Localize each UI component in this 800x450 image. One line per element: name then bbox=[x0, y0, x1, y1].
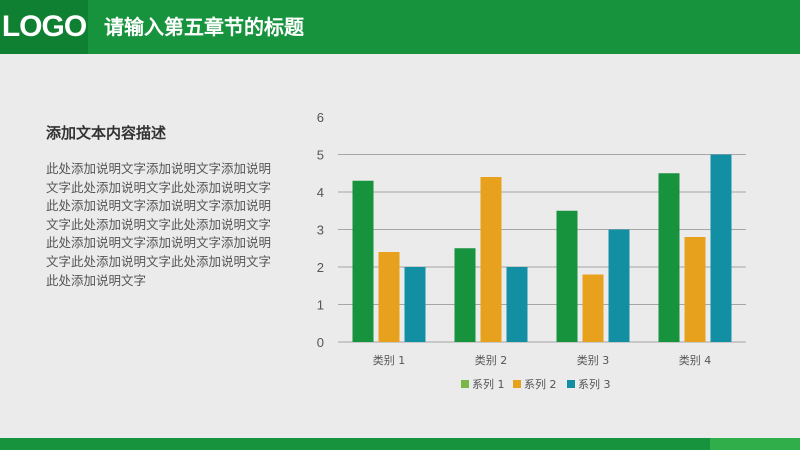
legend-label: 系列 2 bbox=[524, 377, 557, 391]
x-tick-label: 类别 1 bbox=[373, 353, 406, 367]
y-tick-label: 0 bbox=[317, 335, 324, 350]
footer-bar bbox=[0, 438, 710, 450]
bar bbox=[352, 180, 374, 342]
bar bbox=[684, 237, 706, 342]
x-tick-label: 类别 4 bbox=[679, 353, 712, 367]
header-bar: LOGO 请输入第五章节的标题 bbox=[0, 0, 800, 54]
bar bbox=[608, 229, 630, 342]
bar bbox=[480, 177, 502, 342]
bar bbox=[556, 210, 578, 342]
bar bbox=[378, 252, 400, 342]
bar bbox=[658, 173, 680, 342]
bar bbox=[454, 248, 476, 342]
logo: LOGO bbox=[0, 0, 88, 54]
y-tick-label: 2 bbox=[317, 260, 324, 275]
y-tick-label: 1 bbox=[317, 298, 324, 313]
page-title: 请输入第五章节的标题 bbox=[104, 15, 304, 39]
bar bbox=[506, 267, 528, 342]
legend-swatch bbox=[567, 380, 575, 388]
legend-label: 系列 1 bbox=[472, 377, 505, 391]
bar bbox=[582, 274, 604, 342]
content-body: 此处添加说明文字添加说明文字添加说明文字此处添加说明文字此处添加说明文字此处添加… bbox=[46, 161, 272, 288]
y-tick-label: 6 bbox=[317, 110, 324, 125]
bar bbox=[404, 267, 426, 342]
legend-swatch bbox=[461, 380, 469, 388]
x-tick-label: 类别 3 bbox=[577, 353, 610, 367]
y-tick-label: 3 bbox=[317, 223, 324, 238]
content-title: 添加文本内容描述 bbox=[46, 124, 167, 142]
y-tick-label: 4 bbox=[317, 185, 324, 200]
bar bbox=[710, 154, 732, 342]
y-tick-label: 5 bbox=[317, 148, 324, 163]
legend-swatch bbox=[513, 380, 521, 388]
x-tick-label: 类别 2 bbox=[475, 353, 508, 367]
footer-bar-accent bbox=[710, 438, 800, 450]
legend-label: 系列 3 bbox=[578, 377, 611, 391]
